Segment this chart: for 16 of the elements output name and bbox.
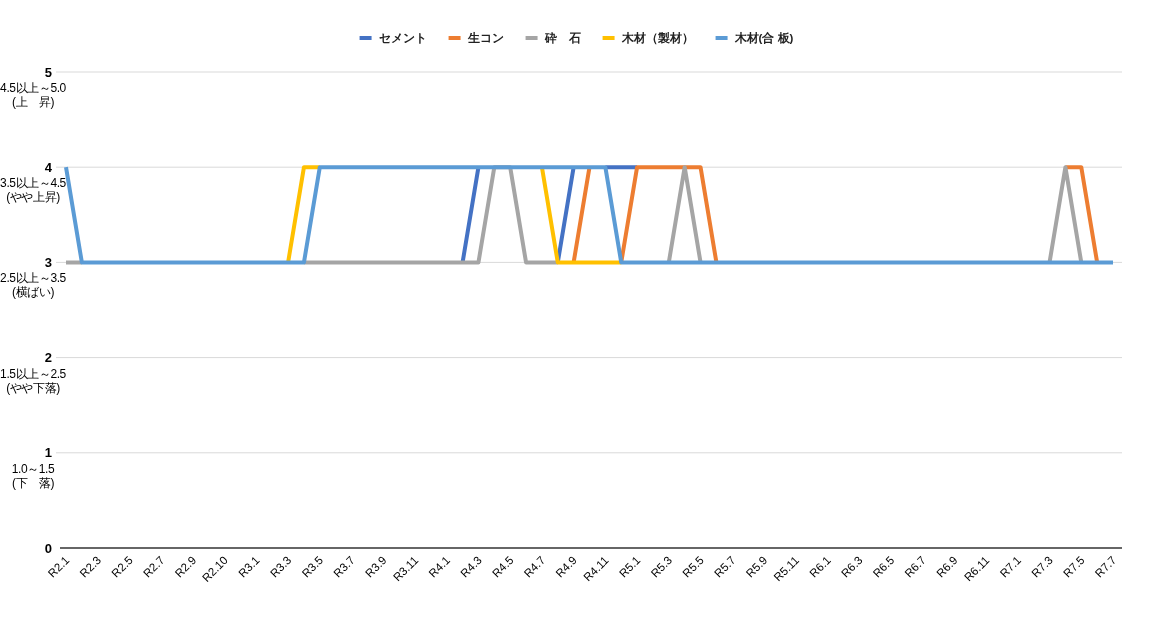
legend-label: 生コン (466, 31, 504, 44)
legend-label: 木材（製材） (620, 31, 694, 45)
legend-label: 砕 石 (543, 32, 581, 44)
legend-label: セメント (378, 32, 427, 44)
annotation: 4.5以上～5.0 (上 昇) (0, 81, 67, 109)
y-tick-label: 1 (44, 445, 52, 461)
annotation: 1.5以上～2.5 (やや下落) (0, 366, 67, 395)
legend-label: 木材(合 板) (733, 31, 794, 44)
y-tick-label: 5 (44, 64, 52, 80)
text: 1.0～1.5 (下 落) (11, 461, 55, 490)
annotation: 2.5以上～3.5 (横ばい) (0, 271, 67, 300)
annotation: 3.5以上～4.5 (やや上昇) (0, 176, 67, 205)
y-tick-label: 3 (44, 254, 52, 270)
y-tick-label: 0 (44, 540, 52, 556)
y-tick-label: 4 (44, 159, 53, 175)
y-tick-label: 2 (44, 350, 52, 366)
